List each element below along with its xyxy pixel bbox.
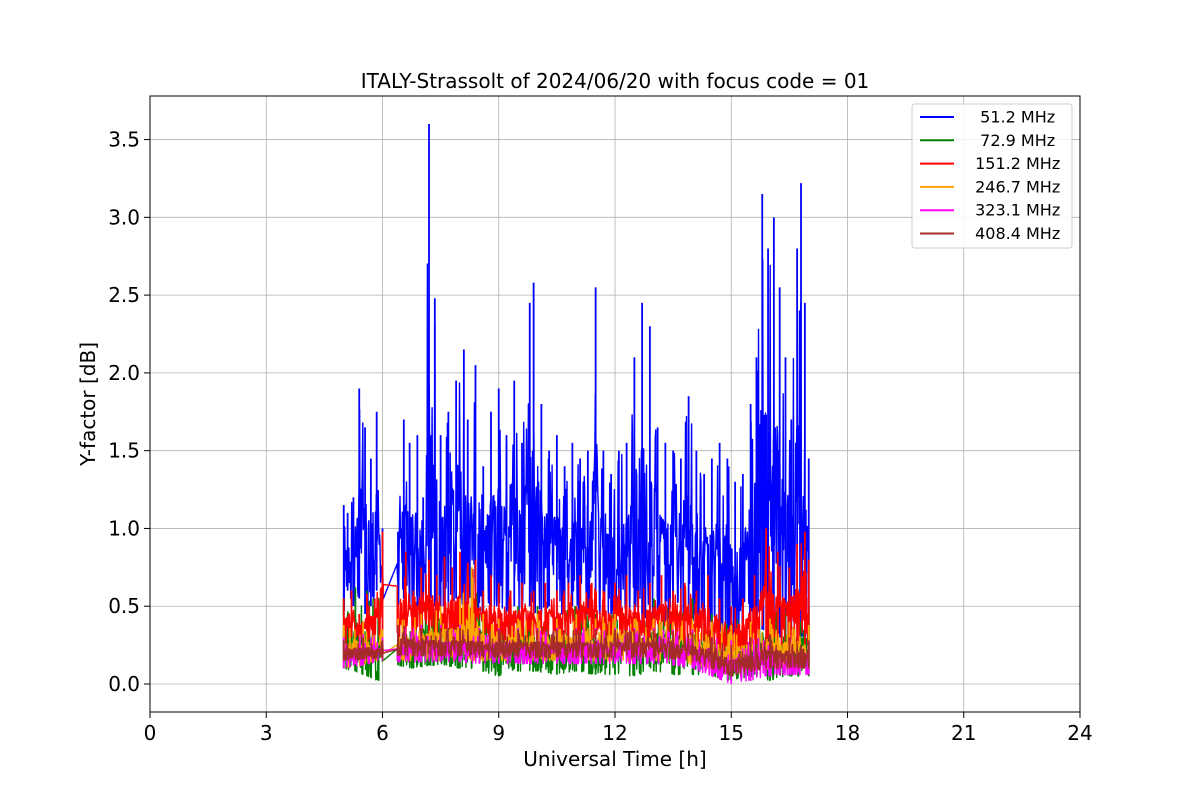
series-51-2-mhz [342,124,810,646]
x-tick-label: 15 [719,721,744,745]
x-tick-label: 0 [144,721,157,745]
legend-entry: 51.2 MHz [970,108,1055,127]
y-tick-label: 3.0 [108,205,140,229]
legend-entry: 408.4 MHz [970,224,1060,243]
x-tick-label: 12 [602,721,627,745]
y-axis-label: Y-factor [dB] [76,342,100,467]
legend-entry: 323.1 MHz [970,201,1060,220]
x-tick-label: 21 [951,721,976,745]
series-group [342,124,810,684]
legend-entry: 151.2 MHz [970,154,1060,173]
legend: 51.2 MHz 72.9 MHz 151.2 MHz 246.7 MHz 32… [911,103,1073,249]
legend-entry: 246.7 MHz [970,177,1060,196]
series-151-2-mhz [342,528,810,653]
y-axis: 0.0 0.5 1.0 1.5 2.0 2.5 3.0 3.5 [108,128,150,696]
legend-entry: 72.9 MHz [970,131,1055,150]
series-408-4-mhz [342,624,810,677]
y-tick-label: 1.0 [108,516,140,540]
series-trace [343,625,809,677]
x-tick-label: 18 [835,721,860,745]
x-tick-label: 9 [492,721,505,745]
y-tick-label: 2.0 [108,361,140,385]
y-tick-label: 2.5 [108,283,140,307]
x-tick-label: 3 [260,721,273,745]
series-trace [343,258,809,639]
y-tick-label: 0.0 [108,672,140,696]
x-axis-label: Universal Time [h] [523,747,706,771]
x-axis: 0 3 6 9 12 15 18 21 24 [144,712,1093,745]
series-trace [343,542,809,653]
y-tick-label: 0.5 [108,594,140,618]
chart-title: ITALY-Strassolt of 2024/06/20 with focus… [361,69,870,93]
y-tick-label: 3.5 [108,128,140,152]
x-tick-label: 6 [376,721,389,745]
y-tick-label: 1.5 [108,439,140,463]
x-tick-label: 24 [1067,721,1092,745]
